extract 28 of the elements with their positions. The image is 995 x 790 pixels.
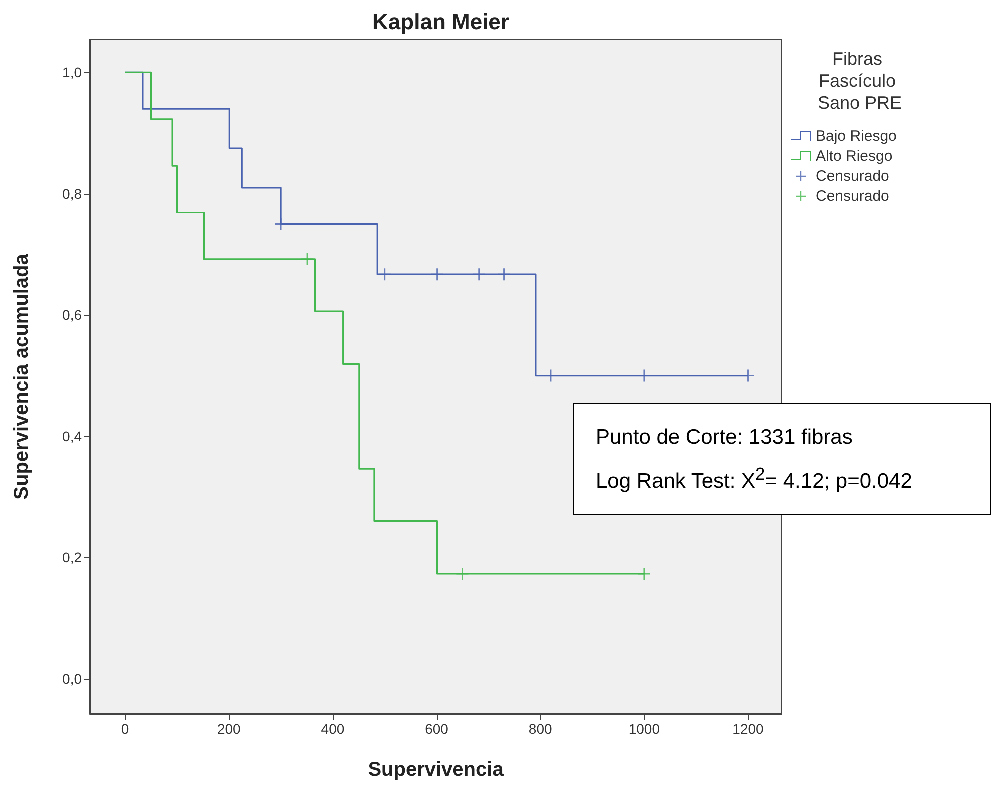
x-axis-title: Supervivencia	[368, 759, 505, 781]
point	[473, 268, 486, 281]
y-tick-label: 0,6	[62, 307, 82, 324]
legend-label: Bajo Riesgo	[816, 128, 897, 145]
x-tick-label: 1200	[732, 721, 764, 737]
legend-label: Censurado	[816, 188, 890, 205]
legend-label: Alto Riesgo	[816, 148, 893, 165]
point	[378, 268, 391, 281]
x-tick-label: 1000	[628, 721, 660, 737]
y-tick-label: 0,0	[62, 670, 82, 687]
legend-title: Fibras Fascículo Sano PRE	[818, 49, 902, 113]
x-tick-label: 800	[528, 721, 552, 737]
y-tick-label: 0,2	[62, 550, 82, 566]
annotation: Log Rank Test: X$^{2}$= 4.12; p=0.042	[596, 464, 914, 494]
chart-title: Kaplan Meier	[372, 10, 510, 34]
annotation: Punto de Corte: 1331 fibras	[596, 426, 854, 450]
x-tick-label: 0	[121, 721, 130, 737]
point	[431, 268, 444, 281]
y-tick-label: 0,4	[62, 428, 82, 444]
legend-label: Censurado	[816, 168, 890, 185]
note-box: Punto de Corte: 1331 fibras Log Rank Test: X$^{2}$= 4.12; p=0.042	[573, 403, 991, 515]
x-tick-label: 200	[217, 721, 242, 737]
y-tick-label: 0,8	[62, 186, 82, 202]
x-tick-label: 600	[425, 721, 449, 737]
y-tick-label: 1,0	[62, 64, 82, 81]
y-axis-title: Supervivencia acumulada	[11, 253, 33, 500]
point	[498, 268, 510, 281]
x-tick-label: 400	[321, 721, 345, 737]
